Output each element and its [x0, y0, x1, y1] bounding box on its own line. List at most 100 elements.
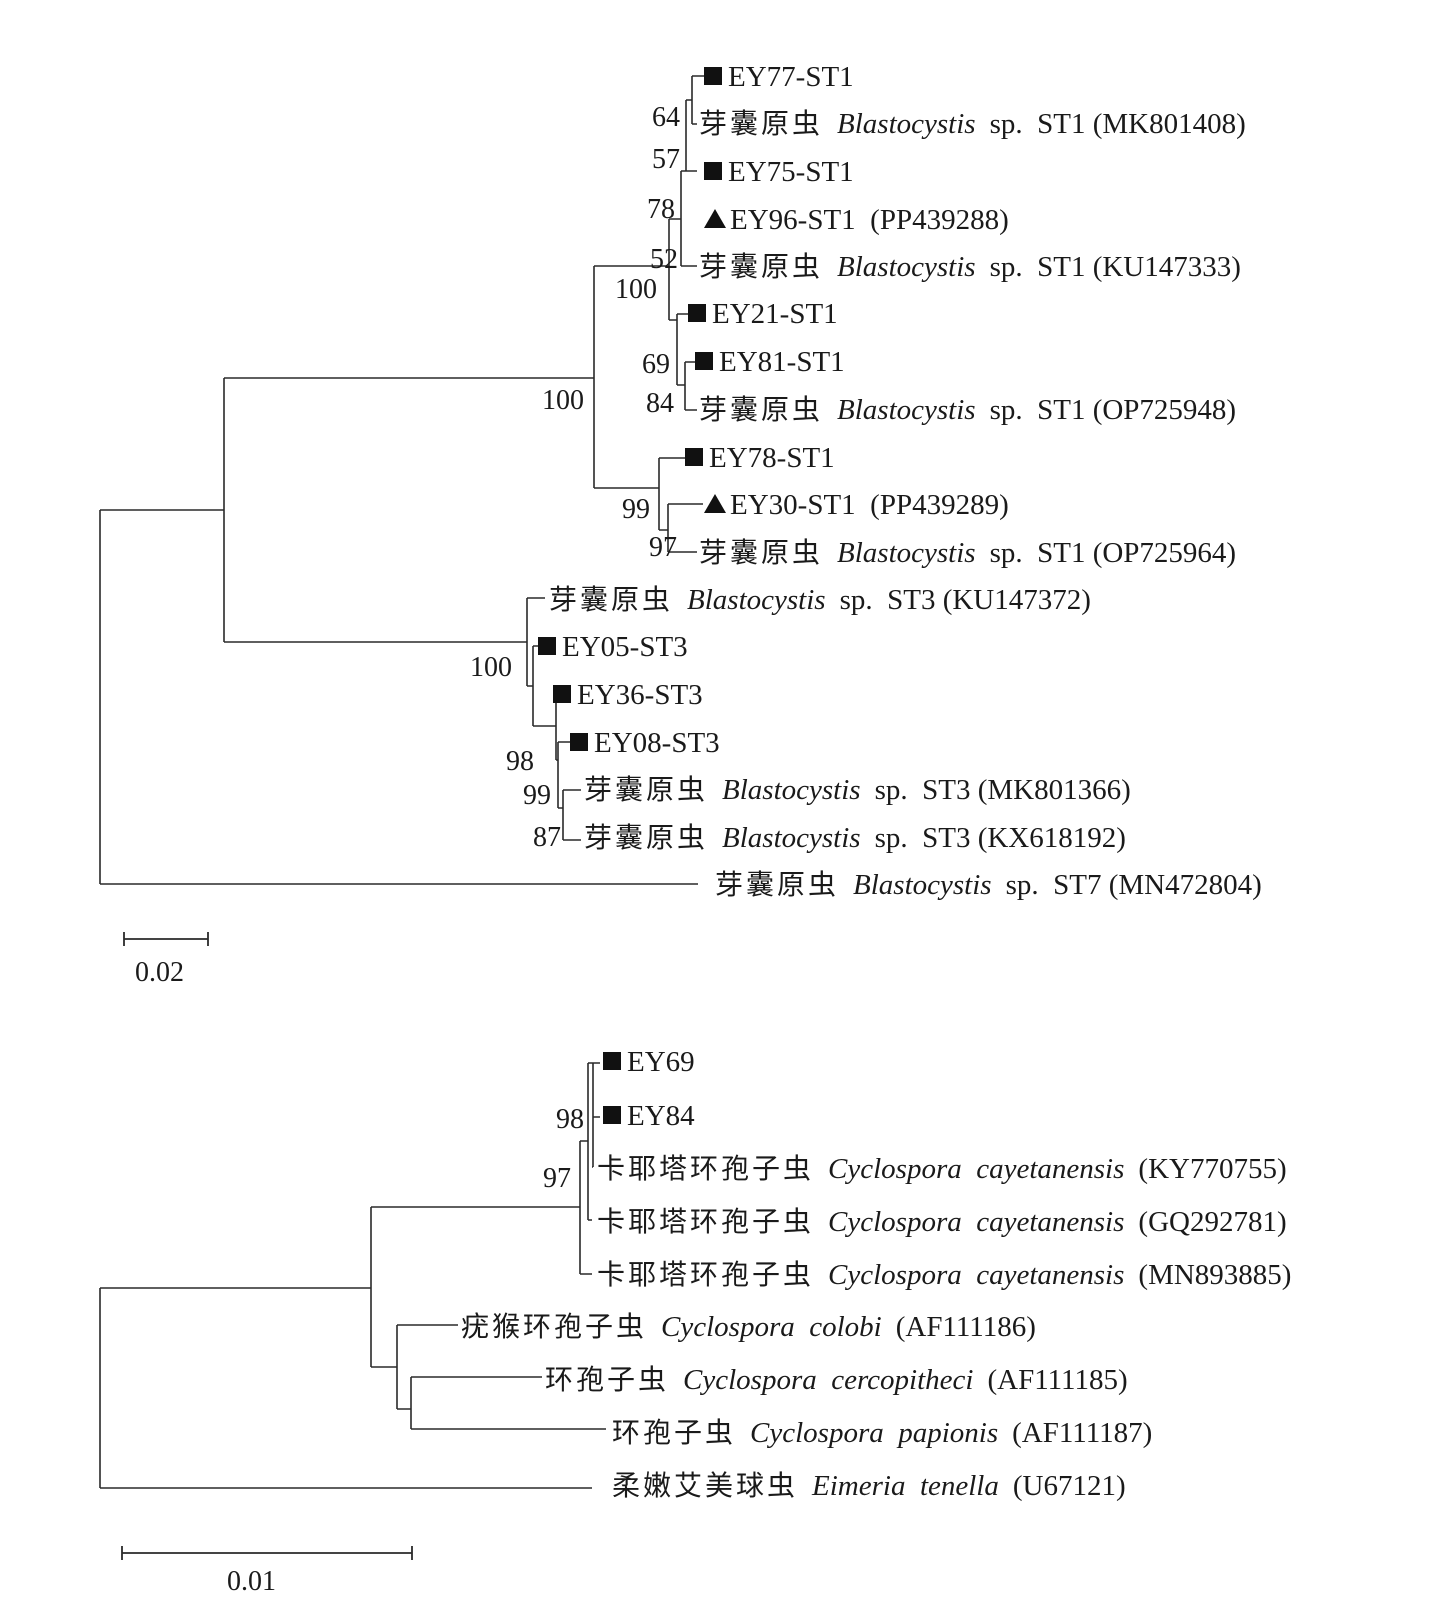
bootstrap-value: 97 [543, 1163, 571, 1194]
taxon-label: 芽囊原虫 Blastocystis sp. ST1 (OP725948) [699, 393, 1236, 426]
taxon-label: EY08-ST3 [570, 727, 720, 759]
species-name: Blastocystis [722, 774, 861, 806]
bootstrap-value: 64 [652, 102, 680, 133]
taxon-label: EY36-ST3 [553, 679, 703, 711]
taxon-name: EY30-ST1 (PP439289) [730, 489, 1009, 521]
tree-cyclospora: 98 97 EY69 EY84 卡耶塔环孢子虫 Cyclospora cayeta… [99, 1046, 1291, 1597]
isolate-id: EY81-ST1 [719, 346, 845, 378]
bootstrap-value: 100 [470, 652, 512, 683]
accession-suffix: (AF111187) [1012, 1417, 1152, 1449]
taxon-name: 芽囊原虫 Blastocystis sp. ST7 (MN472804) [715, 868, 1262, 901]
taxon-name: 卡耶塔环孢子虫 Cyclospora cayetanensis (GQ292781) [597, 1205, 1287, 1238]
species-name: Blastocystis [722, 822, 861, 854]
st1-branches-c [691, 75, 704, 125]
taxon-label: 芽囊原虫 Blastocystis sp. ST1 (MK801408) [699, 107, 1246, 140]
taxon-label: 芽囊原虫 Blastocystis sp. ST3 (KX618192) [584, 821, 1126, 854]
taxon-name: EY75-ST1 [728, 156, 854, 188]
isolate-id: EY21-ST1 [712, 298, 838, 330]
species-name: Eimeria tenella [811, 1470, 999, 1502]
taxon-name: EY05-ST3 [562, 631, 688, 663]
chinese-name: 卡耶塔环孢子虫 [597, 1258, 814, 1291]
species-name: Blastocystis [837, 108, 976, 140]
cyclospora-branches-a [396, 1324, 458, 1410]
square-marker-icon [570, 733, 588, 751]
square-marker-icon [704, 67, 722, 85]
st1-branches-g [667, 503, 703, 553]
taxon-name: 芽囊原虫 Blastocystis sp. ST1 (KU147333) [699, 250, 1241, 283]
taxon-name: 疣猴环孢子虫 Cyclospora colobi (AF111186) [461, 1310, 1036, 1343]
square-marker-icon [695, 352, 713, 370]
chinese-name: 卡耶塔环孢子虫 [597, 1152, 814, 1185]
taxon-label: EY84 [603, 1100, 695, 1132]
species-name: Blastocystis [853, 869, 992, 901]
bootstrap-value: 100 [615, 274, 657, 305]
accession-suffix: sp. ST1 (OP725964) [990, 537, 1237, 569]
species-name: Cyclospora cercopitheci [683, 1364, 973, 1396]
chinese-name: 芽囊原虫 [699, 250, 823, 283]
chinese-name: 疣猴环孢子虫 [461, 1310, 647, 1343]
chinese-name: 芽囊原虫 [699, 393, 823, 426]
accession-suffix: (MN893885) [1138, 1259, 1291, 1291]
taxon-name: EY81-ST1 [719, 346, 845, 378]
taxon-label: EY77-ST1 [704, 61, 854, 93]
species-name: Cyclospora cayetanensis [828, 1206, 1124, 1238]
taxon-name: 卡耶塔环孢子虫 Cyclospora cayetanensis (MN893885) [597, 1258, 1291, 1291]
cayetanensis-branches-a [587, 1062, 593, 1221]
taxon-name: EY84 [627, 1100, 695, 1132]
taxon-label: EY21-ST1 [688, 298, 838, 330]
chinese-name: 环孢子虫 [612, 1416, 736, 1449]
taxon-name: 柔嫩艾美球虫 Eimeria tenella (U67121) [612, 1469, 1126, 1502]
chinese-name: 芽囊原虫 [715, 868, 839, 901]
taxon-name: 芽囊原虫 Blastocystis sp. ST3 (KX618192) [584, 821, 1126, 854]
species-name: Cyclospora colobi [661, 1311, 882, 1343]
bootstrap-value: 52 [650, 244, 678, 275]
isolate-id: EY30-ST1 (PP439289) [730, 489, 1009, 521]
st3-branches-a [532, 645, 556, 727]
taxon-label: EY30-ST1 (PP439289) [704, 489, 1009, 521]
taxon-name: 卡耶塔环孢子虫 Cyclospora cayetanensis (KY770755) [597, 1152, 1287, 1185]
tree1-taxon-labels: EY77-ST1 芽囊原虫 Blastocystis sp. ST1 (MK8014… [538, 61, 1262, 901]
tree-blastocystis: 64 57 78 52 100 69 84 100 99 97 100 98 9… [99, 61, 1262, 988]
square-marker-icon [553, 685, 571, 703]
cayetanensis-clade-branches [579, 1140, 592, 1275]
taxon-label: 芽囊原虫 Blastocystis sp. ST1 (OP725964) [699, 536, 1236, 569]
taxon-label: 卡耶塔环孢子虫 Cyclospora cayetanensis (KY770755) [597, 1152, 1287, 1185]
taxon-label: EY75-ST1 [704, 156, 854, 188]
isolate-id: EY05-ST3 [562, 631, 688, 663]
bootstrap-value: 69 [642, 349, 670, 380]
isolate-id: EY96-ST1 (PP439288) [730, 204, 1009, 236]
taxon-label: 芽囊原虫 Blastocystis sp. ST7 (MN472804) [715, 868, 1262, 901]
taxon-label: 环孢子虫 Cyclospora cercopitheci (AF111185) [545, 1363, 1128, 1396]
accession-suffix: sp. ST3 (KU147372) [840, 584, 1091, 616]
st3-clade-branches [526, 597, 545, 687]
taxon-label: 芽囊原虫 Blastocystis sp. ST3 (MK801366) [584, 773, 1131, 806]
accession-suffix: (GQ292781) [1138, 1206, 1286, 1238]
taxon-label: 环孢子虫 Cyclospora papionis (AF111187) [612, 1416, 1152, 1449]
scale-bar [121, 1546, 413, 1560]
st1-clade-branches [593, 265, 669, 489]
accession-suffix: (U67121) [1013, 1470, 1126, 1502]
taxon-label: 芽囊原虫 Blastocystis sp. ST1 (KU147333) [699, 250, 1241, 283]
bootstrap-value: 100 [542, 385, 584, 416]
bootstrap-value: 78 [647, 194, 675, 225]
taxon-label: EY78-ST1 [685, 442, 835, 474]
square-marker-icon [704, 162, 722, 180]
isolate-id: EY75-ST1 [728, 156, 854, 188]
accession-suffix: (AF111185) [987, 1364, 1127, 1396]
taxon-name: EY36-ST3 [577, 679, 703, 711]
chinese-name: 芽囊原虫 [584, 821, 708, 854]
accession-suffix: sp. ST3 (MK801366) [875, 774, 1131, 806]
taxon-name: EY78-ST1 [709, 442, 835, 474]
st1-branches-d [676, 313, 688, 386]
bootstrap-value: 84 [646, 388, 674, 419]
taxon-name: 芽囊原虫 Blastocystis sp. ST3 (KU147372) [549, 583, 1091, 616]
st1-branches-e [684, 361, 697, 411]
accession-suffix: sp. ST1 (MK801408) [990, 108, 1246, 140]
accession-suffix: sp. ST7 (MN472804) [1006, 869, 1262, 901]
taxon-name: 环孢子虫 Cyclospora papionis (AF111187) [612, 1416, 1152, 1449]
species-name: Blastocystis [837, 394, 976, 426]
tree2-taxon-labels: EY69 EY84 卡耶塔环孢子虫 Cyclospora cayetanensis… [461, 1046, 1291, 1502]
accession-suffix: sp. ST3 (KX618192) [875, 822, 1126, 854]
